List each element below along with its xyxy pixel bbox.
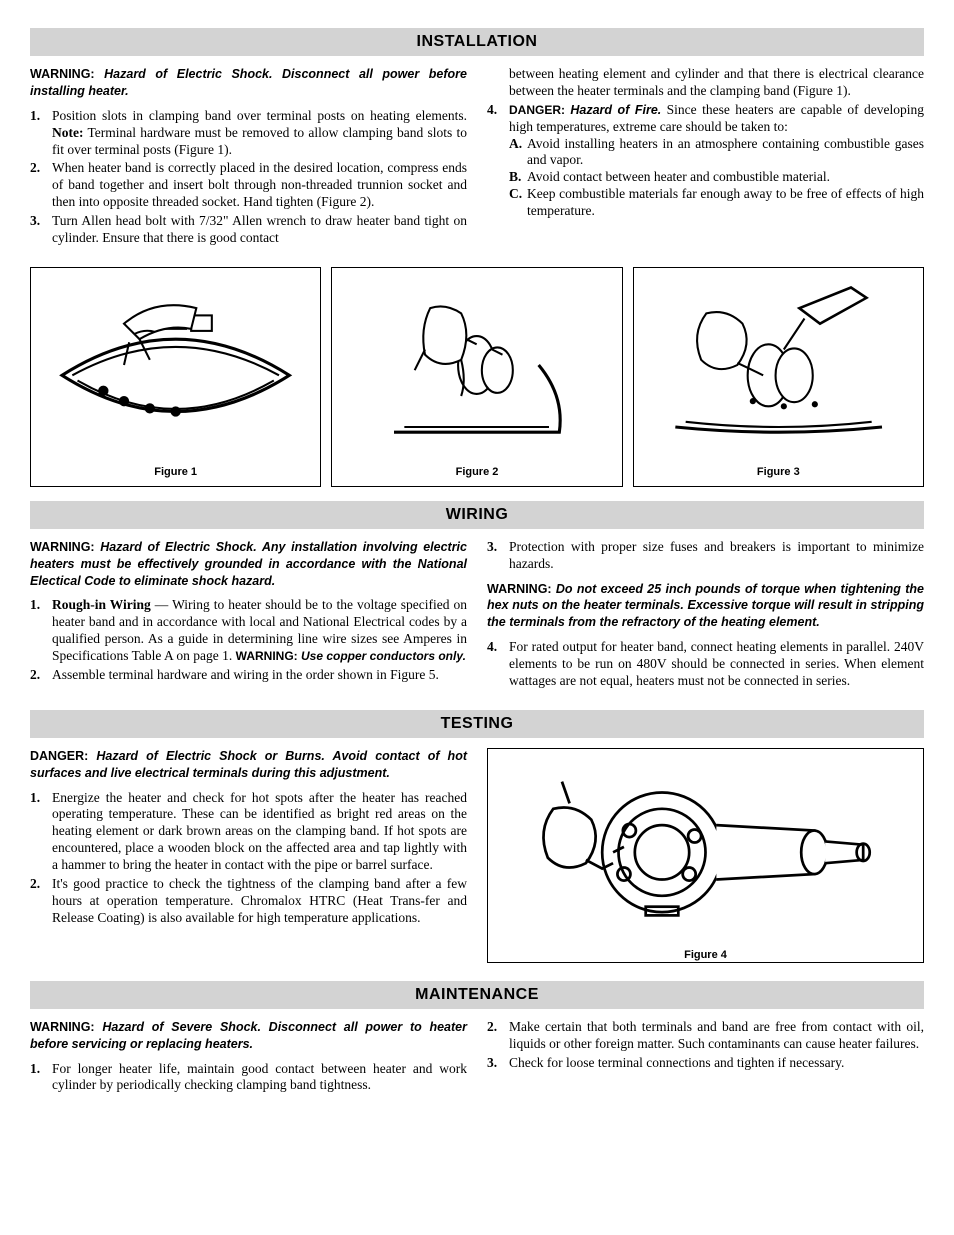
wiring-right-col: Protection with proper size fuses and br… [487, 539, 924, 692]
maintenance-right-col: Make certain that both terminals and ban… [487, 1019, 924, 1097]
danger-sub-a: A.Avoid installing heaters in an atmosph… [509, 136, 924, 170]
figure-1-box: Figure 1 [30, 267, 321, 487]
testing-left-col: DANGER: Hazard of Electric Shock or Burn… [30, 748, 467, 963]
danger-text: Hazard of Electric Shock or Burns. Avoid… [30, 749, 467, 780]
section-heading-testing: TESTING [30, 710, 924, 738]
testing-list: Energize the heater and check for hot sp… [30, 790, 467, 927]
wiring-step-1: Rough-in Wiring — Wiring to heater shoul… [30, 597, 467, 665]
testing-right-col: Figure 4 [487, 748, 924, 963]
maintenance-left-list: For longer heater life, maintain good co… [30, 1061, 467, 1095]
section-heading-installation: INSTALLATION [30, 28, 924, 56]
installation-left-col: WARNING: Hazard of Electric Shock. Disco… [30, 66, 467, 249]
danger-label: DANGER: [509, 103, 570, 117]
section-heading-maintenance: MAINTENANCE [30, 981, 924, 1009]
wiring-warning-2: WARNING: Do not exceed 25 inch pounds of… [487, 581, 924, 632]
figure-4-box: Figure 4 [487, 748, 924, 963]
figure-2-box: Figure 2 [331, 267, 622, 487]
warning-label: WARNING: [487, 582, 556, 596]
install-step-3: Turn Allen head bolt with 7/32" Allen wr… [30, 213, 467, 247]
wiring-left-col: WARNING: Hazard of Electric Shock. Any i… [30, 539, 467, 692]
figure-3-illustration [634, 268, 923, 462]
wiring-warning: WARNING: Hazard of Electric Shock. Any i… [30, 539, 467, 590]
danger-sub-c: C.Keep combustible materials far enough … [509, 186, 924, 220]
figure-3-box: Figure 3 [633, 267, 924, 487]
maintenance-step-1: For longer heater life, maintain good co… [30, 1061, 467, 1095]
danger-label: DANGER: [30, 749, 96, 763]
install-step-1: Position slots in clamping band over ter… [30, 108, 467, 159]
maintenance-left-col: WARNING: Hazard of Severe Shock. Disconn… [30, 1019, 467, 1097]
testing-step-2: It's good practice to check the tightnes… [30, 876, 467, 927]
step-4-number: 4. [487, 102, 497, 119]
installation-warning: WARNING: Hazard of Electric Shock. Disco… [30, 66, 467, 100]
figure-2-illustration [332, 268, 621, 462]
install-step-4: 4. DANGER: Hazard of Fire. Since these h… [487, 102, 924, 220]
testing-columns: DANGER: Hazard of Electric Shock or Burn… [30, 748, 924, 963]
warning-label: WARNING: [30, 540, 100, 554]
figure-1-illustration [31, 268, 320, 462]
maintenance-warning: WARNING: Hazard of Severe Shock. Disconn… [30, 1019, 467, 1053]
wiring-left-list: Rough-in Wiring — Wiring to heater shoul… [30, 597, 467, 683]
install-step-3-continued: between heating element and cylinder and… [487, 66, 924, 100]
wiring-columns: WARNING: Hazard of Electric Shock. Any i… [30, 539, 924, 692]
figure-1-caption: Figure 1 [31, 462, 320, 486]
installation-right-col: between heating element and cylinder and… [487, 66, 924, 249]
wiring-right-list-1: Protection with proper size fuses and br… [487, 539, 924, 573]
install-step-2: When heater band is correctly placed in … [30, 160, 467, 211]
danger-sub-b: B.Avoid contact between heater and combu… [509, 169, 924, 186]
warning-label: WARNING: [30, 67, 104, 81]
wiring-step-3: Protection with proper size fuses and br… [487, 539, 924, 573]
figure-4-caption: Figure 4 [488, 945, 923, 969]
wiring-step-4: For rated output for heater band, connec… [487, 639, 924, 690]
installation-figures: Figure 1 Figure 2 [30, 267, 924, 487]
figure-3-caption: Figure 3 [634, 462, 923, 486]
danger-hazard: Hazard of Fire. [570, 103, 661, 117]
maintenance-right-list: Make certain that both terminals and ban… [487, 1019, 924, 1072]
warning-label: WARNING: [30, 1020, 102, 1034]
maintenance-step-2: Make certain that both terminals and ban… [487, 1019, 924, 1053]
testing-step-1: Energize the heater and check for hot sp… [30, 790, 467, 874]
testing-danger: DANGER: Hazard of Electric Shock or Burn… [30, 748, 467, 782]
maintenance-step-3: Check for loose terminal connections and… [487, 1055, 924, 1072]
figure-4-illustration [488, 749, 923, 945]
maintenance-columns: WARNING: Hazard of Severe Shock. Disconn… [30, 1019, 924, 1097]
section-heading-wiring: WIRING [30, 501, 924, 529]
wiring-right-list-2: For rated output for heater band, connec… [487, 639, 924, 690]
figure-2-caption: Figure 2 [332, 462, 621, 486]
wiring-step-2: Assemble terminal hardware and wiring in… [30, 667, 467, 684]
installation-left-list: Position slots in clamping band over ter… [30, 108, 467, 247]
installation-columns: WARNING: Hazard of Electric Shock. Disco… [30, 66, 924, 249]
danger-sublist: A.Avoid installing heaters in an atmosph… [509, 136, 924, 220]
